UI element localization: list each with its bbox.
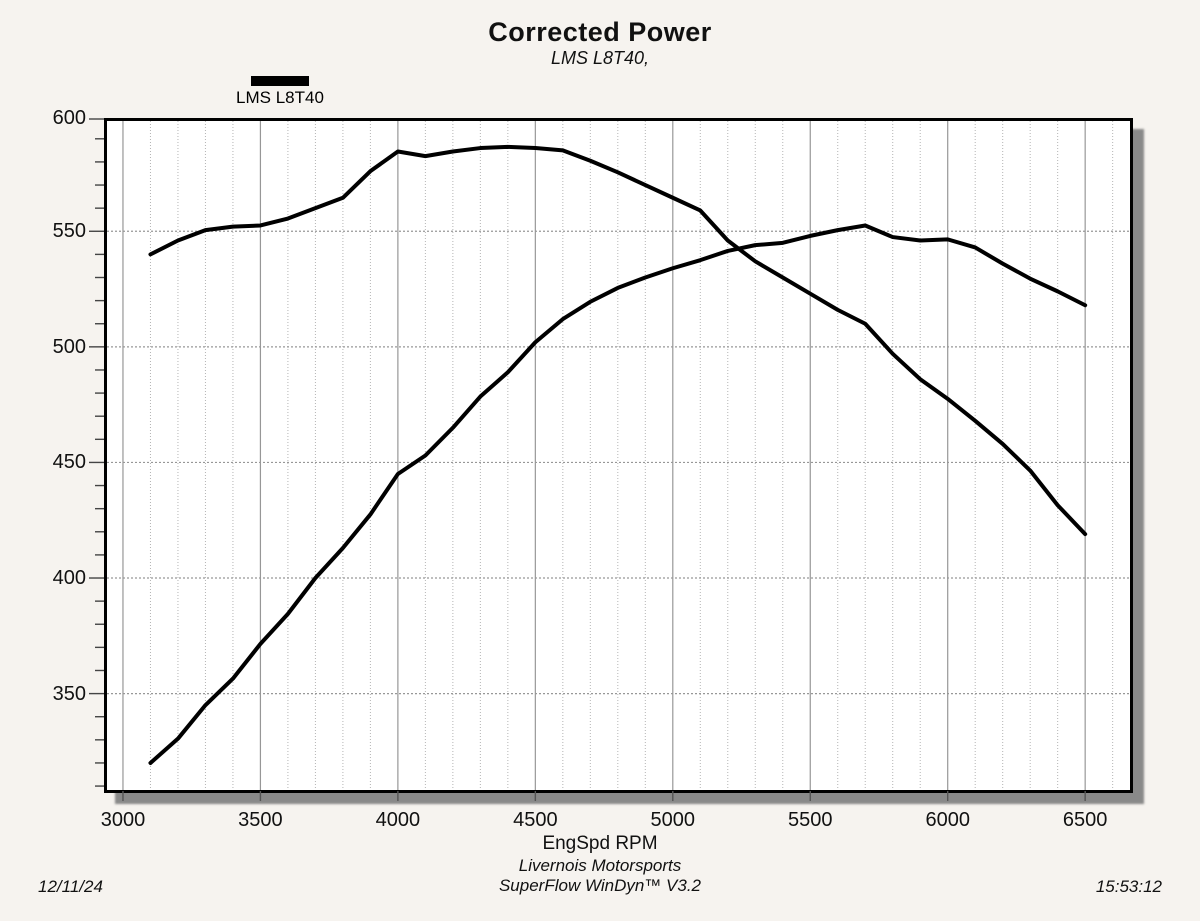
x-tick-label: 3500	[238, 809, 283, 831]
y-tick-label: 550	[52, 220, 86, 243]
y-tick-label: 350	[52, 682, 86, 705]
legend-label: LMS L8T40	[236, 88, 324, 107]
x-tick-label: 4500	[513, 809, 558, 831]
x-tick-label: 5000	[650, 809, 696, 831]
power-curve	[148, 223, 1088, 765]
footer-date: 12/11/24	[38, 877, 103, 896]
y-tick-label: 450	[52, 451, 86, 474]
legend-swatch	[251, 76, 309, 86]
x-tick-label: 5500	[788, 809, 833, 831]
footer-software: SuperFlow WinDyn™ V3.2	[498, 876, 702, 895]
x-tick-label: 6000	[925, 809, 970, 831]
plot-area	[104, 118, 1133, 793]
x-tick-label: 4000	[375, 809, 421, 831]
x-axis-title: EngSpd RPM	[542, 833, 658, 854]
x-tick-label: 3000	[100, 809, 146, 831]
footer-center: Livernois Motorsports SuperFlow WinDyn™ …	[0, 856, 1200, 896]
legend: LMS L8T40	[224, 76, 336, 108]
footer-time: 15:53:12	[1095, 877, 1162, 896]
y-tick-label: 600	[52, 107, 86, 129]
x-tick-label: 6500	[1062, 809, 1108, 831]
page-title: Corrected Power	[488, 17, 712, 47]
y-tick-label: 400	[52, 567, 86, 590]
y-axis-ticks	[89, 118, 104, 787]
footer-facility: Livernois Motorsports	[518, 856, 682, 875]
x-axis-ticks	[122, 791, 1086, 801]
plot-grid-and-curves	[107, 121, 1130, 790]
torque-curve	[148, 144, 1088, 537]
page-subtitle: LMS L8T40,	[550, 48, 650, 68]
y-tick-label: 500	[52, 335, 86, 358]
